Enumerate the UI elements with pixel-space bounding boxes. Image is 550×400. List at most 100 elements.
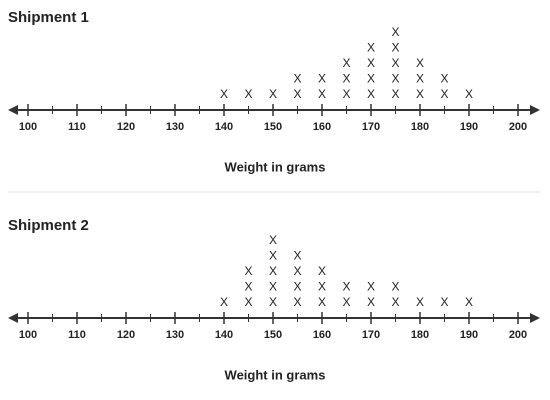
x-marker: X: [440, 295, 448, 309]
x-marker: X: [269, 280, 277, 294]
x-marker: X: [367, 280, 375, 294]
x-marker: X: [342, 56, 350, 70]
x-marker: X: [342, 280, 350, 294]
x-tick-label: 100: [19, 121, 37, 133]
x-tick-label: 170: [362, 121, 380, 133]
x-tick-label: 130: [166, 121, 184, 133]
axis-arrow: [8, 105, 18, 115]
dot-stack: XX: [318, 72, 326, 102]
dot-stack: XX: [440, 72, 448, 102]
dot-stack: X: [440, 295, 448, 309]
x-tick-label: 120: [117, 121, 135, 133]
x-marker: X: [244, 280, 252, 294]
dot-stack: X: [220, 295, 228, 309]
dot-stack: XXX: [318, 264, 326, 309]
x-marker: X: [342, 87, 350, 101]
x-tick-label: 140: [215, 121, 233, 133]
x-marker: X: [416, 56, 424, 70]
x-marker: X: [391, 25, 399, 39]
x-marker: X: [293, 87, 301, 101]
x-marker: X: [318, 280, 326, 294]
x-marker: X: [293, 249, 301, 263]
x-marker: X: [440, 72, 448, 86]
x-marker: X: [244, 295, 252, 309]
dot-stack: X: [269, 87, 277, 101]
x-marker: X: [269, 87, 277, 101]
x-tick-label: 110: [68, 329, 86, 341]
dot-stack: XX: [391, 280, 399, 310]
x-tick-label: 180: [411, 121, 429, 133]
x-marker: X: [293, 280, 301, 294]
dot-stack: X: [220, 87, 228, 101]
dot-stack: X: [465, 295, 473, 309]
x-marker: X: [416, 72, 424, 86]
axis-arrow: [8, 313, 18, 323]
dot-stack: XX: [367, 280, 375, 310]
x-marker: X: [391, 280, 399, 294]
x-marker: X: [244, 87, 252, 101]
x-marker: X: [269, 295, 277, 309]
x-axis-label: Weight in grams: [225, 367, 326, 382]
dot-stack: XX: [342, 280, 350, 310]
x-marker: X: [318, 87, 326, 101]
x-marker: X: [220, 295, 228, 309]
x-marker: X: [367, 41, 375, 55]
x-marker: X: [318, 72, 326, 86]
x-marker: X: [367, 56, 375, 70]
x-tick-label: 150: [264, 329, 282, 341]
x-axis-label: Weight in grams: [225, 159, 326, 174]
x-marker: X: [244, 264, 252, 278]
dot-stack: X: [244, 87, 252, 101]
dot-stack: X: [416, 295, 424, 309]
x-marker: X: [391, 72, 399, 86]
x-marker: X: [367, 72, 375, 86]
x-marker: X: [342, 72, 350, 86]
axis-arrow: [530, 105, 540, 115]
x-marker: X: [318, 295, 326, 309]
x-marker: X: [465, 295, 473, 309]
x-tick-label: 120: [117, 329, 135, 341]
x-marker: X: [367, 295, 375, 309]
x-marker: X: [416, 87, 424, 101]
x-marker: X: [269, 264, 277, 278]
dot-stack: XXX: [342, 56, 350, 101]
x-tick-label: 200: [509, 121, 527, 133]
x-marker: X: [293, 72, 301, 86]
x-marker: X: [465, 87, 473, 101]
x-marker: X: [318, 264, 326, 278]
dot-stack: XXX: [416, 56, 424, 101]
dot-stack: XXX: [244, 264, 252, 309]
x-marker: X: [391, 41, 399, 55]
x-tick-label: 190: [460, 329, 478, 341]
x-marker: X: [391, 56, 399, 70]
x-marker: X: [342, 295, 350, 309]
x-tick-label: 140: [215, 329, 233, 341]
x-marker: X: [391, 295, 399, 309]
x-marker: X: [220, 87, 228, 101]
x-marker: X: [293, 264, 301, 278]
x-tick-label: 190: [460, 121, 478, 133]
chart-title: Shipment 1: [8, 9, 89, 26]
x-marker: X: [416, 295, 424, 309]
x-marker: X: [269, 249, 277, 263]
chart-title: Shipment 2: [8, 217, 89, 234]
x-marker: X: [440, 87, 448, 101]
x-marker: X: [367, 87, 375, 101]
x-tick-label: 160: [313, 121, 331, 133]
axis-arrow: [530, 313, 540, 323]
x-marker: X: [391, 87, 399, 101]
x-tick-label: 100: [19, 329, 37, 341]
x-tick-label: 130: [166, 329, 184, 341]
x-tick-label: 180: [411, 329, 429, 341]
x-tick-label: 170: [362, 329, 380, 341]
x-tick-label: 150: [264, 121, 282, 133]
x-tick-label: 200: [509, 329, 527, 341]
x-tick-label: 110: [68, 121, 86, 133]
dot-stack: X: [465, 87, 473, 101]
x-marker: X: [269, 233, 277, 247]
